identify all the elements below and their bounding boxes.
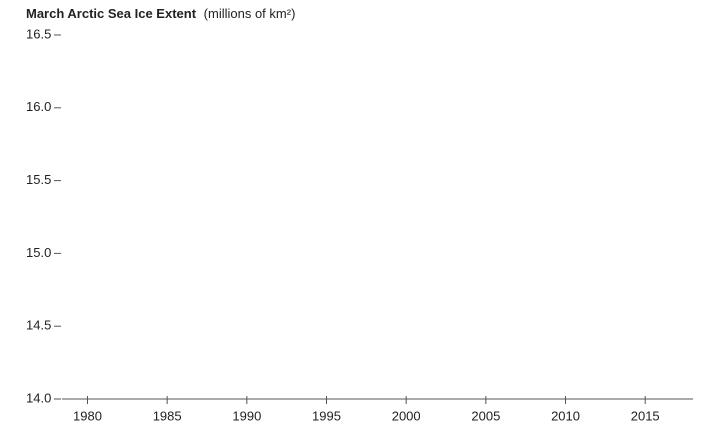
y-tick-label: 15.5 (26, 172, 51, 187)
x-tick-label: 2015 (631, 408, 660, 423)
y-tick-label: 16.5 (26, 26, 51, 41)
x-tick-label: 1995 (312, 408, 341, 423)
chart-title-line: March Arctic Sea Ice Extent (millions of… (26, 6, 295, 21)
x-tick-label: 2005 (471, 408, 500, 423)
x-tick-label: 2010 (551, 408, 580, 423)
x-tick-label: 2000 (392, 408, 421, 423)
x-tick-label: 1980 (73, 408, 102, 423)
x-tick-label: 1990 (232, 408, 261, 423)
x-tick-label: 1985 (153, 408, 182, 423)
chart-title: March Arctic Sea Ice Extent (26, 6, 197, 21)
y-tick-label: 15.0 (26, 245, 51, 260)
y-tick-label: 16.0 (26, 99, 51, 114)
y-tick-label: 14.5 (26, 318, 51, 333)
y-axis-label: (millions of km²) (204, 6, 296, 21)
y-tick-label: 14.0 (26, 390, 51, 405)
